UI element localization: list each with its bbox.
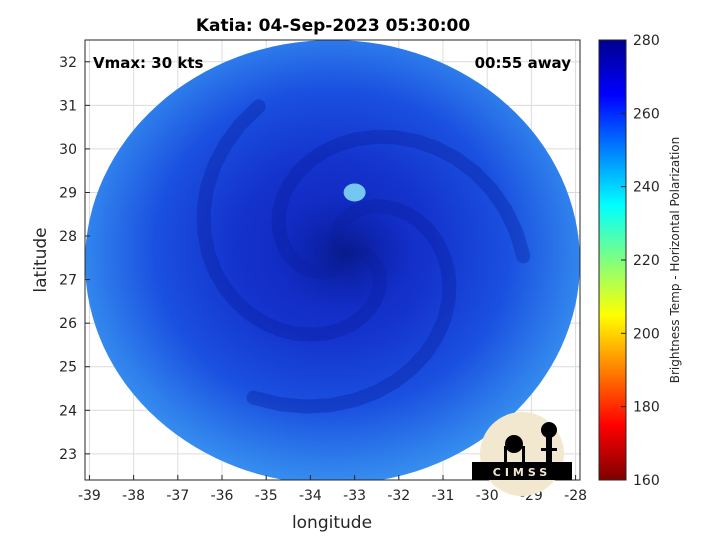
away-label: 00:55 away [475,54,572,72]
colorbar-tick-label: 200 [633,326,660,342]
y-axis-label: latitude [31,227,51,292]
y-tick-label: 25 [59,360,77,376]
colorbar-tick-label: 240 [633,180,660,196]
colorbar-tick-label: 260 [633,106,660,122]
warm-spot [343,183,366,202]
x-tick-label: -36 [211,488,234,504]
x-tick-label: -34 [299,488,322,504]
vmax-label: Vmax: 30 kts [93,54,203,72]
y-tick-label: 26 [59,316,77,332]
y-tick-label: 23 [59,447,77,463]
x-tick-label: -37 [166,488,189,504]
y-tick-label: 24 [59,403,77,419]
colorbar-tick-label: 180 [633,400,660,416]
x-axis-ticks: -39 -38 -37 -36 -35 -34 -33 -32 -31 -30 -29 -28 [78,475,587,504]
x-tick-label: -31 [432,488,455,504]
y-tick-label: 28 [59,229,77,245]
colorbar-ticks: 160 180 200 220 240 260 280 [621,33,660,489]
storm-center [275,193,416,314]
y-tick-label: 30 [59,142,77,158]
plot-frame [84,39,581,481]
colorbar-label: Brightness Temp - Horizontal Polarizatio… [668,137,682,384]
cimss-logo: CIMSS [472,412,572,496]
x-tick-label: -33 [343,488,366,504]
x-axis-label: longitude [292,513,372,533]
x-tick-label: -30 [476,488,499,504]
x-tick-label: -35 [255,488,278,504]
map-title: Katia: 04-Sep-2023 05:30:00 [196,16,470,36]
colorbar-tick-label: 220 [633,253,660,269]
colorbar-tick-label: 280 [633,33,660,49]
x-tick-label: -32 [387,488,410,504]
logo-text: CIMSS [493,466,551,479]
colorbar-tick-label: 160 [633,473,660,489]
x-tick-label: -28 [564,488,587,504]
x-tick-label: -38 [122,488,145,504]
y-tick-label: 31 [59,98,77,114]
y-tick-label: 32 [59,55,77,71]
y-tick-label: 29 [59,185,77,201]
y-axis-ticks: 23 24 25 26 27 28 29 30 31 32 [59,55,90,463]
y-tick-label: 27 [59,273,77,289]
x-tick-label: -39 [78,488,101,504]
